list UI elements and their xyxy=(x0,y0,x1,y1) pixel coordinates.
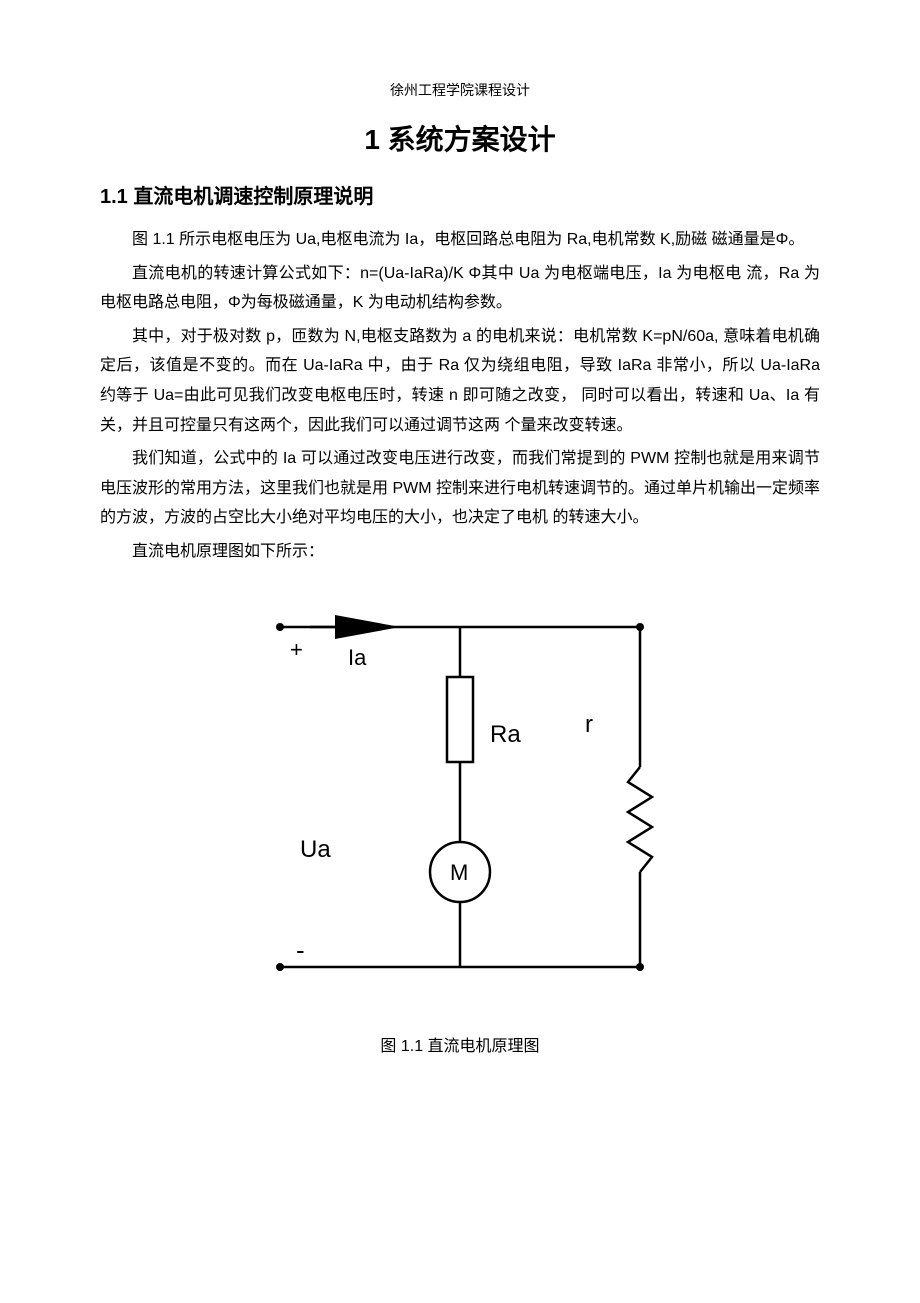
circuit-diagram: + Ia Ra M Ua r - xyxy=(240,587,680,1007)
minus-label: - xyxy=(296,935,305,965)
plus-label: + xyxy=(290,637,303,662)
motor-label: M xyxy=(450,860,468,885)
section-title: 1.1 直流电机调速控制原理说明 xyxy=(100,180,820,209)
chapter-title: 1 系统方案设计 xyxy=(100,118,820,158)
paragraph-3: 其中，对于极对数 p，匝数为 N,电枢支路数为 a 的电机来说：电机常数 K=p… xyxy=(100,322,820,440)
r-label: r xyxy=(585,711,593,738)
figure-caption: 图 1.1 直流电机原理图 xyxy=(100,1032,820,1056)
paragraph-5: 直流电机原理图如下所示： xyxy=(100,537,820,567)
paragraph-1: 图 1.1 所示电枢电压为 Ua,电枢电流为 Ia，电枢回路总电阻为 Ra,电机… xyxy=(100,225,820,255)
ua-label: Ua xyxy=(300,836,331,863)
paragraph-4: 我们知道，公式中的 Ia 可以通过改变电压进行改变，而我们常提到的 PWM 控制… xyxy=(100,444,820,533)
paragraph-2: 直流电机的转速计算公式如下：n=(Ua-IaRa)/K Φ其中 Ua 为电枢端电… xyxy=(100,259,820,318)
current-label: Ia xyxy=(348,645,367,670)
ra-label: Ra xyxy=(490,721,521,748)
page-header: 徐州工程学院课程设计 xyxy=(100,80,820,100)
circuit-diagram-container: + Ia Ra M Ua r - xyxy=(100,587,820,1007)
